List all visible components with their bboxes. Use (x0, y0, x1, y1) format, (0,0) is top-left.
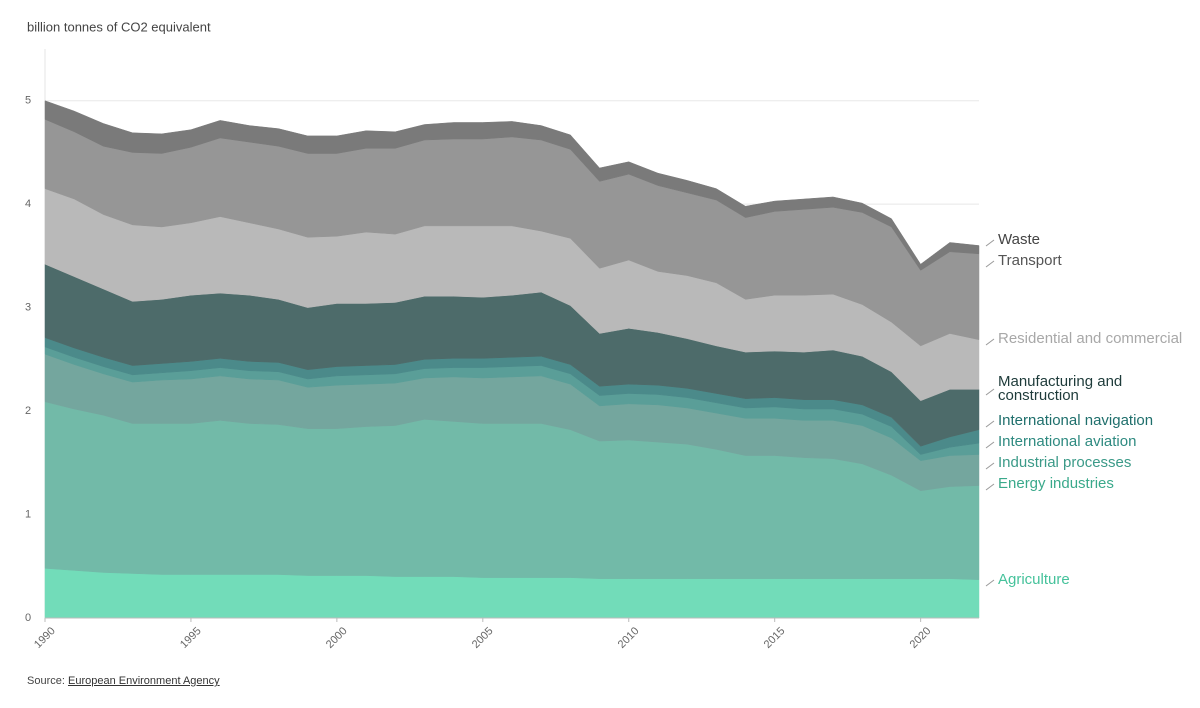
series-label: Manufacturing and construction (998, 373, 1123, 404)
series-label: Transport (998, 252, 1062, 269)
area (44, 100, 980, 271)
series-label: Residential and commercial (998, 330, 1183, 347)
label-connector (985, 462, 995, 470)
y-axis-title: billion tonnes of CO2 equivalent (27, 19, 211, 34)
series-label: Energy industries (998, 475, 1114, 492)
y-tick-label: 5 (25, 95, 31, 107)
label-connector (985, 441, 995, 449)
label-connector (985, 420, 995, 428)
y-tick-label: 2 (25, 405, 31, 417)
x-tick-label: 2020 (908, 625, 934, 651)
label-connector (985, 260, 995, 268)
series-label: Agriculture (998, 571, 1070, 588)
series-label: International aviation (998, 433, 1137, 450)
label-connector (985, 388, 995, 396)
series-label: International navigation (998, 412, 1154, 429)
series-label: Waste (998, 231, 1040, 248)
series-label: Industrial processes (998, 454, 1132, 471)
source: Source: European Environment Agency (27, 675, 220, 687)
source-prefix: Source: (27, 675, 65, 687)
y-tick-label: 1 (25, 508, 31, 520)
x-tick-label: 2015 (762, 625, 788, 651)
x-tick-label: 2005 (470, 625, 496, 651)
y-tick-label: 0 (25, 612, 31, 624)
x-tick-label: 1995 (178, 625, 204, 651)
label-connector (985, 338, 995, 346)
label-connector (985, 483, 995, 491)
source-link[interactable]: European Environment Agency (67, 675, 220, 687)
x-tick-label: 1990 (32, 625, 58, 651)
label-connector (985, 579, 995, 587)
x-tick-label: 2000 (324, 625, 350, 651)
y-tick-label: 3 (25, 302, 31, 314)
x-tick-label: 2010 (616, 625, 642, 651)
label-connector (985, 239, 995, 247)
y-tick-label: 4 (25, 198, 31, 210)
